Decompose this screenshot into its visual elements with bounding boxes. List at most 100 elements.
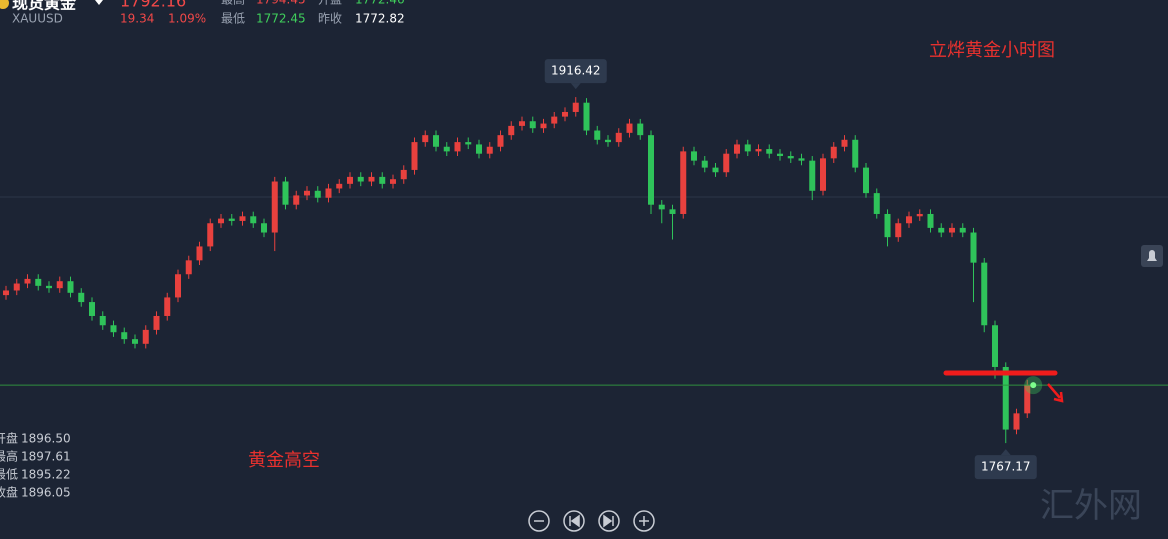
- watermark: 汇外网: [1040, 486, 1142, 526]
- candle-body: [196, 246, 203, 261]
- candle-body: [282, 181, 289, 205]
- price-tag-pointer: [570, 83, 581, 90]
- price-tag: [974, 455, 1037, 480]
- candle-body: [852, 139, 859, 168]
- candle-body: [766, 149, 773, 154]
- price-tag: [544, 59, 607, 84]
- candle-body: [895, 223, 902, 238]
- candle-body: [809, 160, 816, 191]
- change-pct: 1.09%: [168, 12, 206, 26]
- candle-body: [476, 144, 482, 154]
- candle-body: [465, 142, 472, 145]
- candle-body: [658, 204, 665, 210]
- candle-body: [379, 176, 386, 184]
- candle-body: [132, 339, 138, 344]
- candle-body: [723, 153, 730, 173]
- candle-body: [271, 181, 278, 233]
- candle-body: [110, 325, 117, 333]
- stat-label: 开盘: [318, 0, 342, 7]
- panel-value: 1897.61: [21, 450, 71, 464]
- candle-body: [777, 153, 783, 157]
- candle-body: [615, 132, 622, 143]
- panel-label: 最低: [0, 468, 18, 482]
- candle-body: [411, 142, 418, 170]
- candle-body: [497, 135, 504, 147]
- candle-body: [992, 325, 998, 367]
- candle-body: [787, 156, 794, 159]
- panel-label: 开盘: [0, 431, 18, 446]
- candle-body: [949, 227, 955, 233]
- first[interactable]: [563, 510, 585, 532]
- candle-body: [56, 281, 63, 289]
- candle-body: [873, 193, 880, 214]
- stat-value: 1772.45: [256, 12, 306, 26]
- last-price-dot: [1030, 382, 1037, 389]
- candle-body: [314, 190, 321, 198]
- candle-body: [433, 135, 439, 147]
- candle-body: [443, 146, 450, 152]
- candle-body: [572, 102, 579, 112]
- candle-body: [304, 190, 310, 196]
- candle-body: [89, 302, 95, 316]
- candle-body: [562, 111, 568, 117]
- candle-body: [164, 297, 171, 316]
- zoom-out[interactable]: [528, 510, 550, 532]
- candle-body: [691, 151, 697, 161]
- chart-title: 立烨黄金小时图: [929, 40, 1055, 61]
- candle-body: [594, 130, 601, 140]
- panel-value: 1895.22: [21, 468, 71, 482]
- toolbar: [528, 510, 655, 532]
- dropdown[interactable]: [95, 0, 103, 5]
- candle-body: [486, 146, 493, 154]
- candle-body: [669, 209, 676, 214]
- candle-body: [67, 281, 74, 293]
- price-tag-label: 1767.17: [981, 460, 1031, 474]
- candle-body: [1024, 385, 1031, 414]
- candle-body: [927, 213, 934, 228]
- candle-body: [734, 144, 740, 154]
- candle-body: [906, 216, 912, 224]
- panel-label: 最高: [0, 449, 18, 464]
- candle-body: [981, 262, 988, 326]
- candle-body: [701, 160, 708, 168]
- candle-body: [755, 149, 762, 152]
- candle-body: [24, 278, 31, 284]
- zoom-in[interactable]: [633, 510, 655, 532]
- candle-body: [744, 144, 751, 152]
- bell-icon: [1147, 250, 1157, 261]
- candle-body: [916, 213, 923, 217]
- price-tag-pointer: [1000, 449, 1011, 456]
- price-tag-label: 1916.42: [551, 64, 601, 78]
- candle-body: [626, 123, 633, 133]
- candle-body: [830, 146, 837, 159]
- panel-value: 1896.05: [21, 486, 71, 500]
- candle-body: [680, 151, 687, 214]
- arrow: [1047, 383, 1064, 403]
- candle-body: [820, 158, 826, 191]
- candle-body: [938, 227, 945, 233]
- candle-body: [637, 123, 644, 136]
- candle-body: [3, 290, 9, 296]
- candle-body: [400, 169, 407, 180]
- candle-body: [551, 116, 558, 124]
- candle-body: [175, 274, 181, 298]
- candle-body: [648, 135, 654, 205]
- stat-label: 最高: [221, 0, 245, 7]
- candle-body: [1002, 366, 1009, 430]
- candle-body: [798, 158, 805, 161]
- candle-body: [454, 142, 461, 152]
- candle-body: [35, 278, 42, 286]
- candle-body: [250, 216, 257, 224]
- candle-body: [239, 216, 246, 221]
- candle-body: [884, 213, 891, 238]
- gold-icon: [0, 0, 9, 9]
- stat-label: 最低: [221, 12, 245, 26]
- stat-value: 1794.45: [256, 0, 306, 7]
- candle-body: [841, 139, 848, 147]
- candle-body: [121, 332, 128, 340]
- candle-body: [325, 188, 332, 198]
- last[interactable]: [598, 510, 620, 532]
- candle-body: [583, 102, 590, 131]
- candle-body: [863, 167, 869, 194]
